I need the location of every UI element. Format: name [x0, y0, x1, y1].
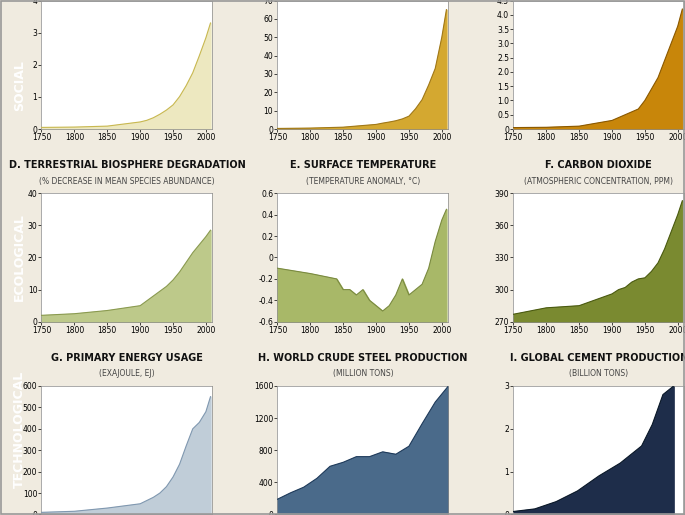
Text: (EXAJOULE, EJ): (EXAJOULE, EJ) — [99, 369, 155, 379]
Text: H. WORLD CRUDE STEEL PRODUCTION: H. WORLD CRUDE STEEL PRODUCTION — [258, 353, 468, 363]
Text: SOCIAL: SOCIAL — [13, 60, 26, 111]
Title: E. SURFACE TEMPERATURE
(TEMPERATURE ANOMALY, °C): E. SURFACE TEMPERATURE (TEMPERATURE ANOM… — [0, 514, 1, 515]
Text: (TEMPERATURE ANOMALY, °C): (TEMPERATURE ANOMALY, °C) — [306, 177, 420, 185]
Title: D. TERRESTRIAL BIOSPHERE DEGRADATION
(% DECREASE IN MEAN SPECIES ABUNDANCE): D. TERRESTRIAL BIOSPHERE DEGRADATION (% … — [0, 514, 1, 515]
Text: F. CARBON DIOXIDE: F. CARBON DIOXIDE — [545, 160, 652, 170]
Title: G. PRIMARY ENERGY USAGE
(EXAJOULE, EJ): G. PRIMARY ENERGY USAGE (EXAJOULE, EJ) — [0, 514, 1, 515]
Text: (MILLION TONS): (MILLION TONS) — [333, 369, 393, 379]
Title: A. URBAN POPULATION
(BILLION): A. URBAN POPULATION (BILLION) — [0, 514, 1, 515]
Text: (ATMOSPHERIC CONCENTRATION, PPM): (ATMOSPHERIC CONCENTRATION, PPM) — [524, 177, 673, 185]
Text: TECHNOLOGICAL: TECHNOLOGICAL — [13, 371, 26, 488]
Title: F. CARBON DIOXIDE
(ATMOSPHERIC CONCENTRATION, PPM): F. CARBON DIOXIDE (ATMOSPHERIC CONCENTRA… — [0, 514, 1, 515]
Text: ECOLOGICAL: ECOLOGICAL — [13, 214, 26, 301]
Text: (% DECREASE IN MEAN SPECIES ABUNDANCE): (% DECREASE IN MEAN SPECIES ABUNDANCE) — [39, 177, 215, 185]
Title: C. GLOBAL WATER USAGE
(THOUSAND KM³): C. GLOBAL WATER USAGE (THOUSAND KM³) — [0, 514, 1, 515]
Text: D. TERRESTRIAL BIOSPHERE DEGRADATION: D. TERRESTRIAL BIOSPHERE DEGRADATION — [9, 160, 245, 170]
Title: H. WORLD CRUDE STEEL PRODUCTION
(MILLION TONS): H. WORLD CRUDE STEEL PRODUCTION (MILLION… — [0, 514, 1, 515]
Title: B. REAL GDP
(TRILLION US $): B. REAL GDP (TRILLION US $) — [0, 514, 1, 515]
Title: I. GLOBAL CEMENT PRODUCTION
(BILLION TONS): I. GLOBAL CEMENT PRODUCTION (BILLION TON… — [0, 514, 1, 515]
Text: E. SURFACE TEMPERATURE: E. SURFACE TEMPERATURE — [290, 160, 436, 170]
Text: I. GLOBAL CEMENT PRODUCTION: I. GLOBAL CEMENT PRODUCTION — [510, 353, 685, 363]
Text: G. PRIMARY ENERGY USAGE: G. PRIMARY ENERGY USAGE — [51, 353, 203, 363]
Text: (BILLION TONS): (BILLION TONS) — [569, 369, 628, 379]
